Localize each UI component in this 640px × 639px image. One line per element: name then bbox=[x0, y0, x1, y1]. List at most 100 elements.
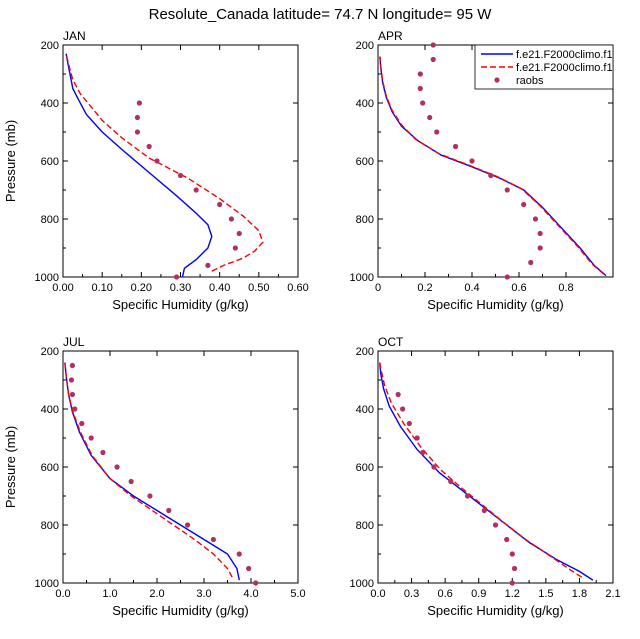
raobs-point bbox=[173, 274, 180, 280]
x-tick-label: 0.4 bbox=[464, 282, 479, 294]
y-tick-label: 600 bbox=[356, 462, 374, 474]
model1-line bbox=[379, 56, 607, 277]
x-tick-label: 0.40 bbox=[209, 282, 230, 294]
y-axis-label: Pressure (mb) bbox=[3, 426, 18, 508]
raobs-point bbox=[184, 522, 191, 528]
raobs-point bbox=[448, 478, 454, 485]
model2-line bbox=[65, 53, 264, 272]
y-tick-label: 1000 bbox=[350, 272, 374, 284]
x-tick-label: 1.2 bbox=[505, 588, 520, 600]
x-tick-label: 0.20 bbox=[131, 282, 152, 294]
x-tick-label: 0.8 bbox=[558, 282, 573, 294]
raobs-point bbox=[88, 435, 94, 441]
panel-title: OCT bbox=[378, 335, 404, 349]
y-tick-label: 800 bbox=[356, 520, 374, 532]
raobs-point bbox=[166, 507, 172, 514]
legend-label: f.e21.F2000climo.f19_ bbox=[516, 62, 626, 74]
legend-label: f.e21.F2000climo.f19_ bbox=[516, 49, 626, 61]
raobs-point bbox=[154, 158, 160, 164]
raobs-point bbox=[232, 245, 238, 251]
raobs-point bbox=[100, 449, 106, 456]
x-tick-label: 0.3 bbox=[404, 588, 419, 600]
raobs-point bbox=[79, 420, 85, 427]
x-tick-label: 1.8 bbox=[572, 588, 587, 600]
raobs-point bbox=[504, 536, 510, 543]
y-tick-label: 200 bbox=[356, 40, 374, 52]
raobs-point bbox=[146, 143, 152, 150]
x-tick-label: 0.9 bbox=[471, 588, 486, 600]
raobs-point bbox=[417, 71, 423, 77]
legend-item: raobs bbox=[494, 75, 544, 87]
y-tick-label: 400 bbox=[356, 404, 374, 416]
panel-title: APR bbox=[378, 29, 403, 43]
raobs-point bbox=[246, 565, 252, 572]
raobs-point bbox=[217, 201, 223, 208]
panel-oct: 0.0 0.3 0.6 0.9 1.2 1.5 1.8 2.1 200 400 600 800 1000… bbox=[350, 335, 621, 618]
raobs-point bbox=[400, 406, 406, 412]
raobs-point bbox=[136, 100, 142, 106]
x-axis-label: Specific Humidity (g/kg) bbox=[112, 297, 249, 312]
x-tick-label: 1.0 bbox=[102, 588, 117, 600]
raobs-point bbox=[537, 245, 543, 251]
raobs-point bbox=[253, 580, 259, 586]
raobs-point bbox=[68, 377, 75, 383]
panel-title: JAN bbox=[63, 29, 86, 43]
raobs-point bbox=[420, 449, 426, 456]
raobs-point bbox=[414, 435, 420, 441]
plot-frame bbox=[377, 350, 614, 584]
x-tick-label: 0.10 bbox=[91, 282, 112, 294]
y-axis-label: Pressure (mb) bbox=[3, 120, 18, 202]
raobs-point bbox=[511, 565, 518, 572]
legend-label: raobs bbox=[516, 75, 544, 87]
panel-jan: 0.00 0.10 0.20 0.30 0.40 0.50 0.60 200 400 600 800… bbox=[3, 29, 309, 312]
x-axis-label: Specific Humidity (g/kg) bbox=[427, 297, 564, 312]
x-tick-label: 3.0 bbox=[196, 588, 211, 600]
legend-marker bbox=[494, 77, 500, 83]
x-tick-label: 0.2 bbox=[417, 282, 432, 294]
raobs-point bbox=[504, 274, 510, 280]
y-tick-label: 200 bbox=[41, 346, 59, 358]
x-tick-label: 1.5 bbox=[538, 588, 553, 600]
raobs-point bbox=[488, 172, 494, 179]
raobs-point bbox=[430, 56, 436, 63]
raobs-point bbox=[431, 464, 437, 470]
raobs-point bbox=[147, 493, 153, 499]
y-tick-label: 800 bbox=[41, 520, 59, 532]
y-tick-label: 1000 bbox=[35, 272, 59, 284]
model1-line bbox=[64, 362, 240, 581]
raobs-point bbox=[72, 406, 78, 412]
panels: 0.00 0.10 0.20 0.30 0.40 0.50 0.60200400600800… bbox=[3, 29, 621, 618]
raobs-point bbox=[236, 551, 242, 557]
raobs-point bbox=[532, 216, 539, 222]
x-tick-label: 0.50 bbox=[248, 282, 269, 294]
raobs-point bbox=[452, 143, 459, 150]
legend-item: f.e21.F2000climo.f19_ bbox=[481, 62, 626, 74]
x-tick-label: 2.1 bbox=[605, 588, 620, 600]
raobs-point bbox=[228, 216, 235, 222]
raobs-point bbox=[504, 187, 510, 193]
y-tick-label: 400 bbox=[356, 98, 374, 110]
x-tick-label: 5.0 bbox=[290, 588, 305, 600]
model1-line bbox=[379, 362, 594, 581]
legend: f.e21.F2000climo.f19_f.e21.F2000climo.f1… bbox=[474, 44, 626, 90]
raobs-point bbox=[69, 362, 75, 369]
panel-jul: 0.0 1.0 2.0 3.0 4.0 5.0 200 400 600 800 1000 JUL Spe… bbox=[3, 335, 306, 618]
x-tick-label: 0.00 bbox=[52, 282, 73, 294]
raobs-point bbox=[427, 114, 433, 121]
raobs-point bbox=[69, 391, 75, 398]
figure-title: Resolute_Canada latitude= 74.7 N longitu… bbox=[149, 6, 493, 23]
raobs-point bbox=[177, 172, 184, 179]
y-tick-label: 800 bbox=[41, 214, 59, 226]
model1-line bbox=[65, 53, 213, 278]
y-tick-label: 600 bbox=[41, 462, 59, 474]
x-axis-label: Specific Humidity (g/kg) bbox=[112, 603, 249, 618]
x-tick-label: 0.60 bbox=[287, 282, 308, 294]
model2-line bbox=[64, 362, 233, 578]
raobs-point bbox=[430, 42, 436, 48]
x-tick-label: 0.0 bbox=[55, 588, 70, 600]
plot-frame bbox=[62, 350, 299, 584]
y-tick-label: 1000 bbox=[350, 578, 374, 590]
y-tick-label: 400 bbox=[41, 98, 59, 110]
y-tick-label: 200 bbox=[41, 40, 59, 52]
x-tick-label: 0.6 bbox=[437, 588, 452, 600]
